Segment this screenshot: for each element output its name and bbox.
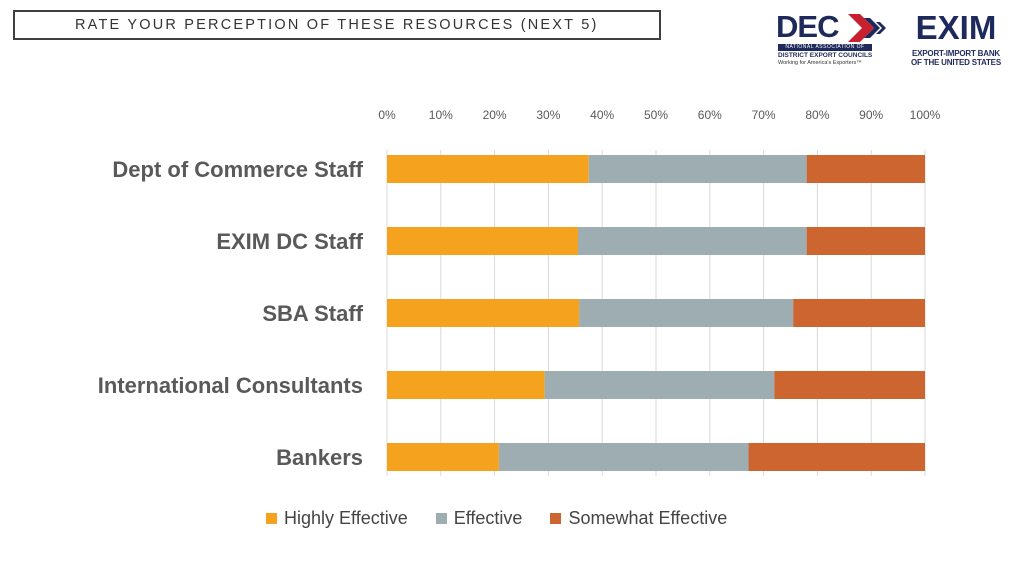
x-tick-label: 80% <box>805 108 829 122</box>
bar-somewhat-effective-international-consultants <box>774 371 925 399</box>
exim-logo-line2: OF THE UNITED STATES <box>911 58 1001 67</box>
bar-highly-effective-bankers <box>387 443 499 471</box>
legend-label-highly-effective: Highly Effective <box>284 508 408 528</box>
x-tick-label: 50% <box>644 108 668 122</box>
legend-item-effective: Effective <box>435 508 523 529</box>
x-tick-label: 20% <box>483 108 507 122</box>
x-tick-label: 90% <box>859 108 883 122</box>
exim-logo: EXIM EXPORT-IMPORT BANK OF THE UNITED ST… <box>908 11 1004 69</box>
slide-title-box: RATE YOUR PERCEPTION OF THESE RESOURCES … <box>13 10 661 40</box>
x-tick-label: 30% <box>536 108 560 122</box>
bar-somewhat-effective-bankers <box>748 443 925 471</box>
bar-highly-effective-international-consultants <box>387 371 545 399</box>
x-tick-label: 70% <box>752 108 776 122</box>
x-tick-label: 10% <box>429 108 453 122</box>
exim-logo-line1: EXPORT-IMPORT BANK <box>912 49 1000 58</box>
slide-title: RATE YOUR PERCEPTION OF THESE RESOURCES … <box>75 17 599 33</box>
legend-label-somewhat-effective: Somewhat Effective <box>568 508 728 528</box>
dec-logo: DEC NATIONAL ASSOCIATION OF DISTRICT EXP… <box>776 11 898 71</box>
x-tick-label: 100% <box>910 108 941 122</box>
stacked-bar-chart: 0% 10% 20% 30% 40% 50% 60% 70% 80% 90% 100% Dept of… <box>98 108 941 476</box>
bar-highly-effective-dept-of-commerce-staff <box>387 155 589 183</box>
exim-logo-word: EXIM <box>915 9 997 46</box>
bar-somewhat-effective-dept-of-commerce-staff <box>806 155 925 183</box>
legend-swatch-somewhat-effective <box>550 513 562 524</box>
x-tick-label: 40% <box>590 108 614 122</box>
dec-logo-tagline: Working for America's Exporters™ <box>778 60 862 66</box>
bar-somewhat-effective-exim-dc-staff <box>806 227 925 255</box>
category-label-international-consultants: International Consultants <box>98 373 363 398</box>
bar-somewhat-effective-sba-staff <box>793 299 925 327</box>
bar-effective-bankers <box>498 443 749 471</box>
legend-label-effective: Effective <box>453 508 523 528</box>
x-tick-label: 0% <box>378 108 396 122</box>
bar-highly-effective-sba-staff <box>387 299 580 327</box>
category-label-bankers: Bankers <box>276 445 363 470</box>
legend-item-highly-effective: Highly Effective <box>266 508 408 529</box>
legend-swatch-effective <box>435 513 447 524</box>
x-tick-label: 60% <box>698 108 722 122</box>
category-label-exim-dc-staff: EXIM DC Staff <box>216 229 363 254</box>
dec-logo-bar: NATIONAL ASSOCIATION OF <box>778 44 872 51</box>
legend-swatch-highly-effective <box>266 513 277 524</box>
dec-logo-subtitle: DISTRICT EXPORT COUNCILS <box>778 52 873 59</box>
category-label-sba-staff: SBA Staff <box>262 301 363 326</box>
dec-arrow-icon <box>848 14 886 42</box>
bar-highly-effective-exim-dc-staff <box>387 227 578 255</box>
bar-effective-international-consultants <box>544 371 775 399</box>
category-label-dept-of-commerce-staff: Dept of Commerce Staff <box>112 157 363 182</box>
legend-item-somewhat-effective: Somewhat Effective <box>550 508 727 529</box>
bar-effective-dept-of-commerce-staff <box>588 155 807 183</box>
chart-legend: Highly Effective Effective Somewhat Effe… <box>266 508 755 529</box>
bar-effective-sba-staff <box>579 299 794 327</box>
bar-effective-exim-dc-staff <box>577 227 807 255</box>
dec-logo-word: DEC <box>776 9 839 44</box>
